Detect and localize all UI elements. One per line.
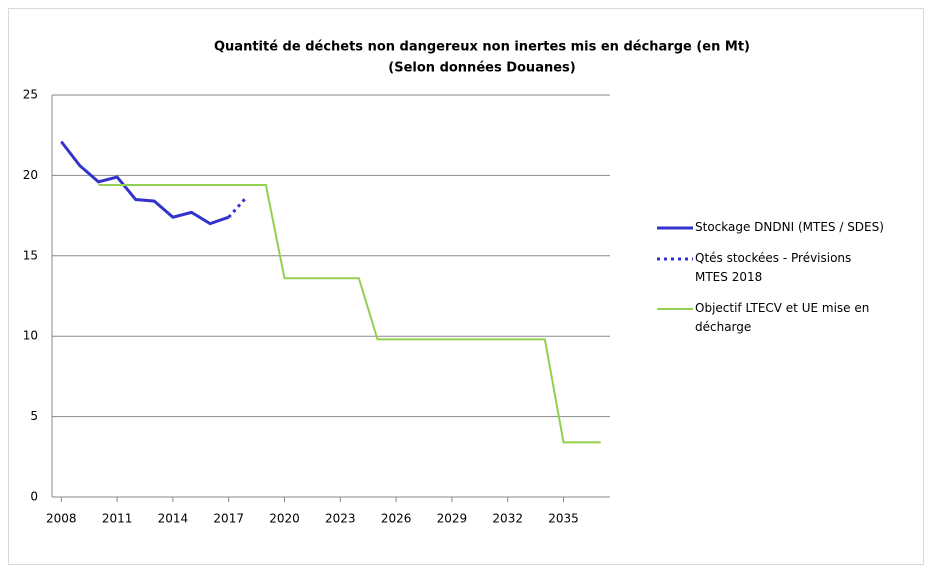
legend-label: Qtés stockées - Prévisions MTES 2018	[695, 251, 852, 284]
chart-subtitle: (Selon données Douanes)	[388, 61, 575, 76]
x-tick-label: 2020	[269, 512, 300, 526]
x-tick-label: 2029	[437, 512, 468, 526]
series-line	[98, 184, 601, 444]
y-tick-label: 20	[23, 168, 38, 182]
legend-swatch	[657, 308, 693, 310]
x-tick-label: 2023	[325, 512, 356, 526]
x-tick-label: 2035	[548, 512, 579, 526]
legend-item: Qtés stockées - Prévisions MTES 2018	[655, 249, 895, 287]
legend-swatch	[657, 226, 693, 230]
x-tick-label: 2017	[213, 512, 244, 526]
legend: Stockage DNDNI (MTES / SDES) Qtés stockée…	[655, 218, 895, 349]
chart-title: Quantité de déchets non dangereux non in…	[214, 40, 750, 55]
frame	[8, 8, 924, 565]
legend-item: Stockage DNDNI (MTES / SDES)	[655, 218, 895, 237]
series-line	[227, 195, 249, 219]
x-tick-label: 2008	[46, 512, 77, 526]
legend-label: Objectif LTECV et UE mise en décharge	[695, 301, 870, 334]
x-tick-label: 2026	[381, 512, 412, 526]
x-tick-label: 2014	[158, 512, 189, 526]
x-tick-label: 2032	[492, 512, 523, 526]
y-tick-label: 0	[30, 490, 38, 504]
series-line	[60, 140, 230, 226]
legend-swatch	[657, 257, 693, 261]
y-tick-label: 10	[23, 329, 38, 343]
legend-item: Objectif LTECV et UE mise en décharge	[655, 299, 895, 337]
y-tick-label: 5	[30, 409, 38, 423]
legend-label: Stockage DNDNI (MTES / SDES)	[695, 220, 884, 234]
y-tick-label: 15	[23, 248, 38, 262]
y-tick-label: 25	[23, 88, 38, 102]
x-tick-label: 2011	[102, 512, 133, 526]
